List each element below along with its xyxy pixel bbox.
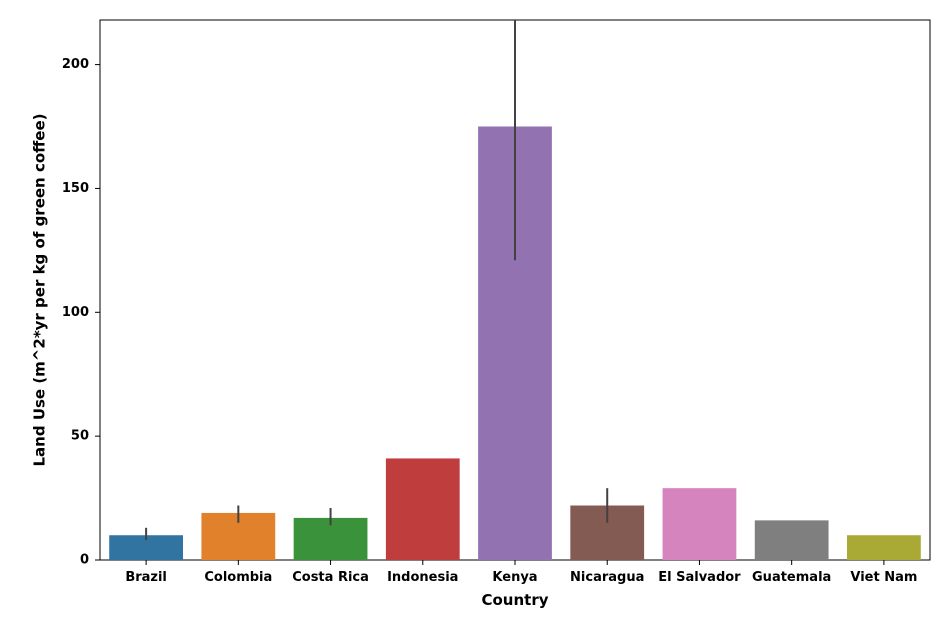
bar-guatemala bbox=[755, 520, 829, 560]
y-tick-label: 100 bbox=[62, 305, 89, 320]
y-tick-label: 0 bbox=[80, 553, 89, 568]
x-tick-label: El Salvador bbox=[658, 570, 741, 585]
x-tick-label: Costa Rica bbox=[292, 570, 369, 585]
x-tick-label: Nicaragua bbox=[570, 570, 644, 585]
bar-indonesia bbox=[386, 458, 460, 560]
y-axis-label: Land Use (m^2*yr per kg of green coffee) bbox=[31, 113, 49, 466]
x-tick-label: Kenya bbox=[492, 570, 537, 585]
x-tick-label: Indonesia bbox=[387, 570, 458, 585]
land-use-bar-chart: 0 50 100 150 200 Land Use (m^2*yr per kg of g… bbox=[0, 0, 947, 623]
x-tick-label: Brazil bbox=[125, 570, 167, 585]
x-tick-label: Viet Nam bbox=[850, 570, 917, 585]
chart-svg: 0 50 100 150 200 Land Use (m^2*yr per kg of g… bbox=[0, 0, 947, 623]
y-tick-label: 50 bbox=[71, 429, 89, 444]
y-tick-label: 200 bbox=[62, 57, 89, 72]
x-tick-label: Guatemala bbox=[752, 570, 831, 585]
x-tick-label: Colombia bbox=[204, 570, 272, 585]
bar-viet-nam bbox=[847, 535, 921, 560]
bar-el-salvador bbox=[663, 488, 737, 560]
x-axis-label: Country bbox=[481, 591, 548, 609]
y-tick-label: 150 bbox=[62, 181, 89, 196]
